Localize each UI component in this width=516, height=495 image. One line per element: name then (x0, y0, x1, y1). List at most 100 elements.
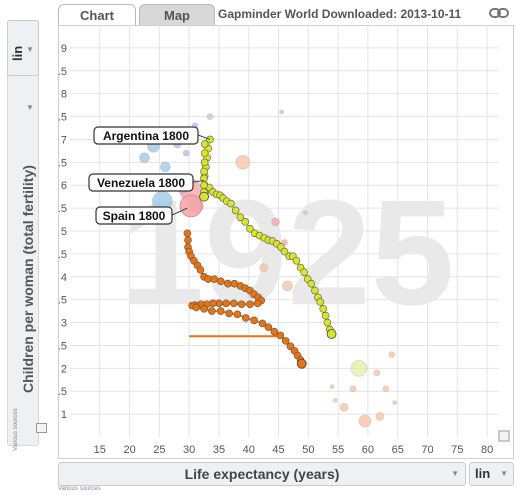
bubble (329, 384, 335, 390)
chart-svg: 1925152025303540455055606570758011.522.5… (58, 25, 510, 456)
x-axis-title: Life expectancy (years) (184, 466, 340, 482)
bubble (259, 263, 269, 273)
x-tick-label: 15 (94, 444, 106, 456)
bubble (373, 369, 381, 377)
trail-label: Argentina 1800 (103, 129, 189, 143)
bubble (159, 161, 171, 173)
trail-point (200, 167, 208, 176)
x-tick-label: 70 (421, 444, 433, 456)
trail-current-point (326, 329, 337, 339)
trail-point (183, 229, 192, 238)
y-axis-sources: Various sources (13, 408, 19, 451)
trail-label-leader (197, 134, 211, 140)
tab-chart[interactable]: Chart (58, 4, 136, 26)
x-axis-sources: Various sources (58, 486, 101, 492)
trail-point (311, 286, 319, 295)
x-tick-label: 40 (243, 444, 255, 456)
y-axis-title: Children per woman (total fertility) (20, 165, 36, 393)
bubble (138, 152, 150, 164)
trail-point (292, 256, 301, 265)
trail-point (270, 327, 279, 336)
trail-point (307, 279, 316, 288)
trail-label: Spain 1800 (103, 209, 166, 223)
trail-point (258, 319, 267, 328)
trail-point (253, 299, 262, 308)
x-tick-label: 75 (451, 444, 463, 456)
bubble (382, 385, 390, 393)
trail-point (222, 299, 230, 308)
y-tick-label: 5.5 (58, 203, 67, 215)
trail-point (196, 266, 205, 274)
y-tick-label: 7.5 (58, 112, 67, 124)
bubble (349, 385, 357, 393)
trail-point (210, 275, 218, 283)
x-tick-label: 80 (481, 444, 493, 456)
link-icon[interactable] (489, 7, 509, 19)
y-tick-label: 9 (61, 43, 67, 55)
y-tick-label: 5 (61, 226, 67, 238)
trail-label: Venezuela 1800 (97, 176, 185, 190)
trail-label-leader (192, 180, 205, 183)
trail-point (241, 314, 250, 322)
trail-point (281, 337, 290, 345)
y-scale-label: lin (10, 45, 25, 61)
bubble (339, 402, 349, 412)
bubble (392, 400, 398, 406)
y-axis-selector[interactable]: Children per woman (total fertility) Var… (7, 20, 39, 451)
zoom-icon (498, 430, 510, 442)
trail-point (321, 311, 330, 320)
trail-point (264, 323, 273, 331)
x-scale-label: lin (475, 466, 491, 481)
trail-point (316, 298, 325, 306)
y-tick-label: 6 (61, 180, 67, 192)
bubble (235, 154, 251, 170)
trail-point (224, 279, 232, 288)
bubble (302, 210, 308, 216)
x-scale-selector[interactable]: lin ▼ (469, 462, 514, 486)
trail-point (200, 181, 208, 190)
y-tick-label: 4.5 (58, 249, 67, 261)
trail-point (200, 149, 209, 157)
chevron-down-icon: ▼ (500, 469, 508, 478)
y-scale-selector[interactable]: ▼ lin (7, 20, 39, 76)
x-tick-label: 35 (213, 444, 225, 456)
bubble (350, 359, 368, 377)
trail-label-box (93, 126, 199, 145)
x-axis-selector[interactable]: Life expectancy (years) ▼ (58, 462, 466, 486)
trail-point (225, 309, 233, 318)
bubble (182, 149, 190, 157)
y-tick-label: 6.5 (58, 157, 67, 169)
trail-point (319, 305, 328, 313)
chevron-down-icon: ▼ (26, 103, 34, 112)
trail-point (250, 316, 258, 325)
trail-point (216, 307, 225, 315)
bubble (388, 351, 396, 359)
trail-label-box (88, 173, 194, 192)
trail-point (237, 300, 246, 309)
bubble (206, 113, 214, 121)
trail-point (233, 310, 242, 319)
y-tick-label: 2.5 (58, 340, 67, 352)
x-tick-label: 30 (183, 444, 195, 456)
trail-point (200, 140, 209, 148)
page-title: Gapminder World Downloaded: 2013-10-11 (218, 7, 462, 21)
bubble (281, 280, 293, 292)
trail-point (300, 268, 308, 276)
trail-point (208, 307, 216, 315)
spain-bubble (179, 194, 203, 218)
x-tick-label: 20 (123, 444, 135, 456)
trail-point (230, 299, 238, 308)
trail-point (231, 206, 240, 215)
trail-point (216, 277, 225, 286)
trail-current-point (296, 358, 307, 369)
trail-point (280, 247, 289, 256)
trail-label-box (95, 206, 173, 225)
y-tick-label: 8 (61, 89, 67, 101)
trail-point (200, 305, 208, 313)
table-icon[interactable] (36, 423, 47, 433)
trail-point (236, 213, 245, 222)
trail-label-leader (171, 207, 188, 216)
y-tick-label: 3 (61, 318, 67, 330)
x-tick-label: 60 (362, 444, 374, 456)
tab-map[interactable]: Map (139, 4, 215, 26)
